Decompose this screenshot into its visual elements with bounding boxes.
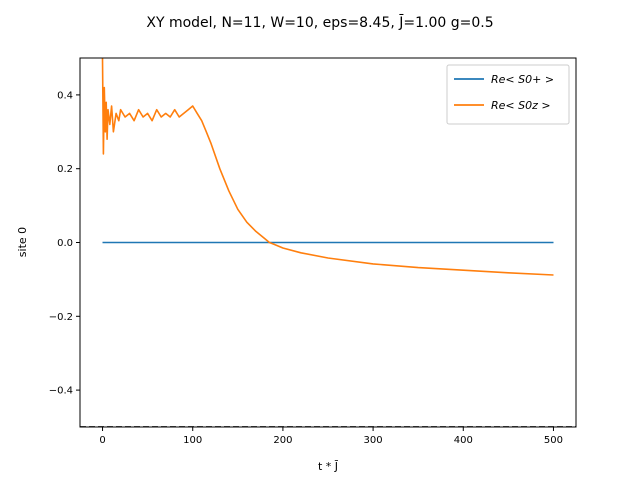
x-tick-label: 200 bbox=[273, 435, 292, 446]
y-axis-ticks: −0.4 −0.2 0.0 0.2 0.4 bbox=[49, 90, 80, 397]
chart-title: XY model, N=11, W=10, eps=8.45, J̄=1.00 … bbox=[146, 13, 493, 31]
y-axis-title: site 0 bbox=[16, 227, 29, 257]
x-tick-label: 400 bbox=[454, 435, 473, 446]
x-axis-ticks: 0 100 200 300 400 500 bbox=[99, 427, 563, 446]
legend: Re< S0+ > Re< S0z > bbox=[446, 64, 570, 125]
legend-label-s-plus: Re< S0+ > bbox=[491, 73, 554, 86]
series-line-1 bbox=[101, 58, 554, 276]
y-tick-label: −0.4 bbox=[49, 386, 73, 397]
y-tick-label: 0.4 bbox=[57, 90, 73, 101]
y-tick-label: 0.0 bbox=[57, 238, 73, 249]
x-tick-label: 500 bbox=[544, 435, 563, 446]
x-tick-label: 0 bbox=[99, 435, 105, 446]
y-tick-label: 0.2 bbox=[57, 164, 73, 175]
x-tick-label: 300 bbox=[364, 435, 383, 446]
legend-label-s-z: Re< S0z > bbox=[491, 99, 551, 112]
y-tick-label: −0.2 bbox=[49, 312, 73, 323]
x-axis-title: t * J̄ bbox=[318, 460, 338, 473]
x-tick-label: 100 bbox=[183, 435, 202, 446]
